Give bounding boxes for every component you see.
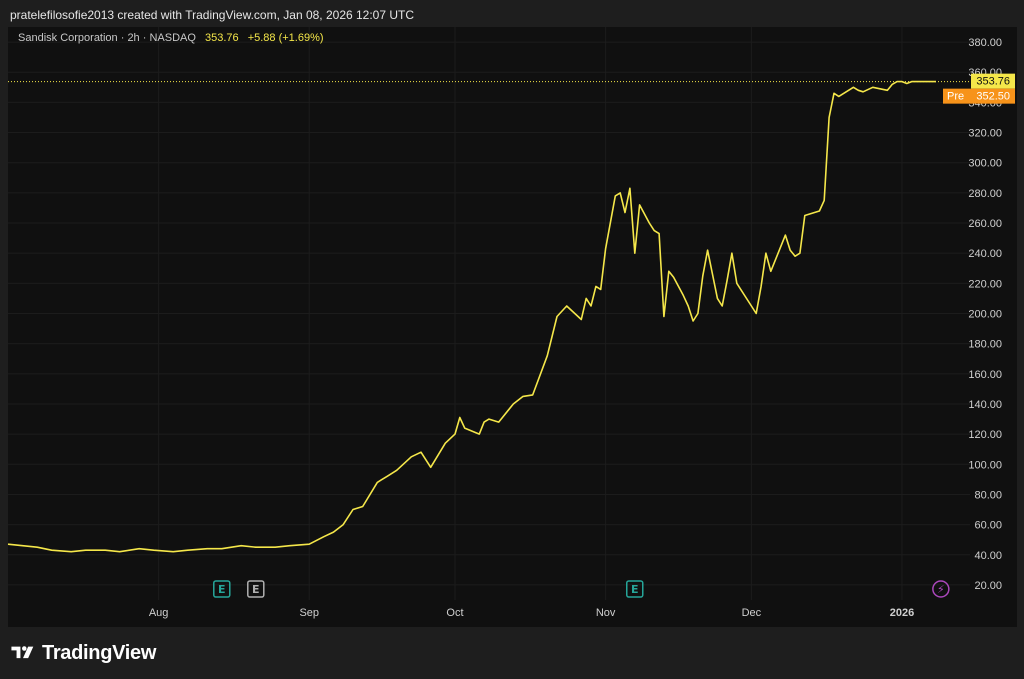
pre-market-badge: [943, 88, 1015, 104]
y-tick-label: 160.00: [968, 369, 1002, 381]
y-tick-label: 380.00: [968, 37, 1002, 49]
x-tick-label: 2026: [890, 607, 914, 619]
svg-text:E: E: [631, 583, 639, 596]
flash-icon: ⚡: [932, 580, 950, 598]
tradingview-brand[interactable]: TradingView: [10, 640, 156, 666]
last-price-badge: [971, 73, 1015, 89]
legend-change: +5.88 (+1.69%): [247, 32, 324, 44]
y-tick-label: 40.00: [974, 550, 1002, 562]
y-tick-label: 80.00: [974, 489, 1002, 501]
svg-text:E: E: [218, 583, 226, 596]
y-tick-label: 300.00: [968, 158, 1002, 170]
x-tick-label: Sep: [299, 607, 319, 619]
pre-market-tag: Pre: [947, 91, 964, 103]
y-tick-label: 120.00: [968, 429, 1002, 441]
y-tick-label: 180.00: [968, 339, 1002, 351]
x-tick-label: Aug: [149, 607, 169, 619]
y-tick-label: 200.00: [968, 309, 1002, 321]
earnings-icon: E: [213, 580, 231, 598]
svg-text:⚡: ⚡: [937, 583, 945, 596]
y-tick-label: 20.00: [974, 580, 1002, 592]
last-price-label: 353.76: [976, 76, 1010, 88]
y-tick-label: 220.00: [968, 278, 1002, 290]
legend-symbol: Sandisk Corporation · 2h · NASDAQ: [18, 32, 196, 44]
earnings-icon: E: [626, 580, 644, 598]
y-tick-label: 60.00: [974, 520, 1002, 532]
brand-name: TradingView: [42, 641, 157, 664]
chart-frame[interactable]: [8, 27, 1017, 627]
y-tick-label: 140.00: [968, 399, 1002, 411]
y-tick-label: 260.00: [968, 218, 1002, 230]
chart-legend: Sandisk Corporation · 2h · NASDAQ 353.76…: [18, 32, 324, 44]
legend-last-price: 353.76: [204, 32, 239, 44]
y-tick-label: 280.00: [968, 188, 1002, 200]
price-line: [7, 80, 936, 553]
pre-market-label: 352.50: [976, 91, 1010, 103]
y-tick-label: 100.00: [968, 459, 1002, 471]
event-icon: E: [247, 580, 265, 598]
x-tick-label: Nov: [596, 607, 616, 619]
tradingview-logo-icon: [11, 646, 34, 659]
x-tick-label: Oct: [446, 607, 463, 619]
y-tick-label: 320.00: [968, 128, 1002, 140]
svg-text:E: E: [252, 583, 260, 596]
x-tick-label: Dec: [742, 607, 762, 619]
y-tick-label: 240.00: [968, 248, 1002, 260]
chart-caption: pratelefilosofie2013 created with Tradin…: [10, 8, 415, 22]
